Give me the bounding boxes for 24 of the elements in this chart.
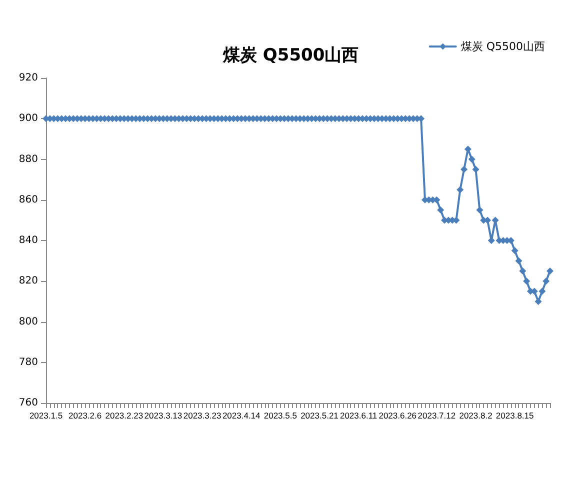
- y-tick-label: 880: [18, 154, 38, 165]
- x-tick-label: 2023.5.5: [264, 410, 298, 420]
- y-tick-label: 780: [18, 356, 38, 368]
- x-tick-label: 2023.2.23: [105, 410, 144, 420]
- x-tick-label: 2023.5.21: [300, 410, 339, 420]
- y-tick-label: 840: [18, 235, 38, 246]
- x-tick-label: 2023.2.6: [68, 410, 102, 420]
- x-tick-label: 2023.8.15: [496, 410, 534, 420]
- legend-label: 煤炭 Q5500山西: [460, 40, 546, 53]
- x-tick-label: 2023.8.2: [459, 410, 493, 420]
- x-tick-label: 2023.6.26: [378, 410, 417, 420]
- y-tick-label: 800: [18, 316, 38, 328]
- y-tick-label: 760: [18, 398, 38, 408]
- y-tick-label: 920: [18, 72, 38, 84]
- x-tick-label: 2023.7.12: [418, 410, 456, 420]
- x-tick-label: 2023.6.11: [340, 410, 378, 420]
- chart-title: 煤炭 Q5500山西: [222, 46, 359, 66]
- y-tick-label: 860: [18, 194, 38, 206]
- x-tick-label: 2023.3.13: [144, 410, 182, 420]
- y-tick-label: 900: [18, 113, 38, 124]
- y-tick-label: 820: [18, 276, 38, 287]
- x-tick-label: 2023.3.23: [183, 410, 222, 420]
- x-tick-label: 2023.4.14: [222, 410, 261, 420]
- x-tick-label: 2023.1.5: [29, 410, 63, 420]
